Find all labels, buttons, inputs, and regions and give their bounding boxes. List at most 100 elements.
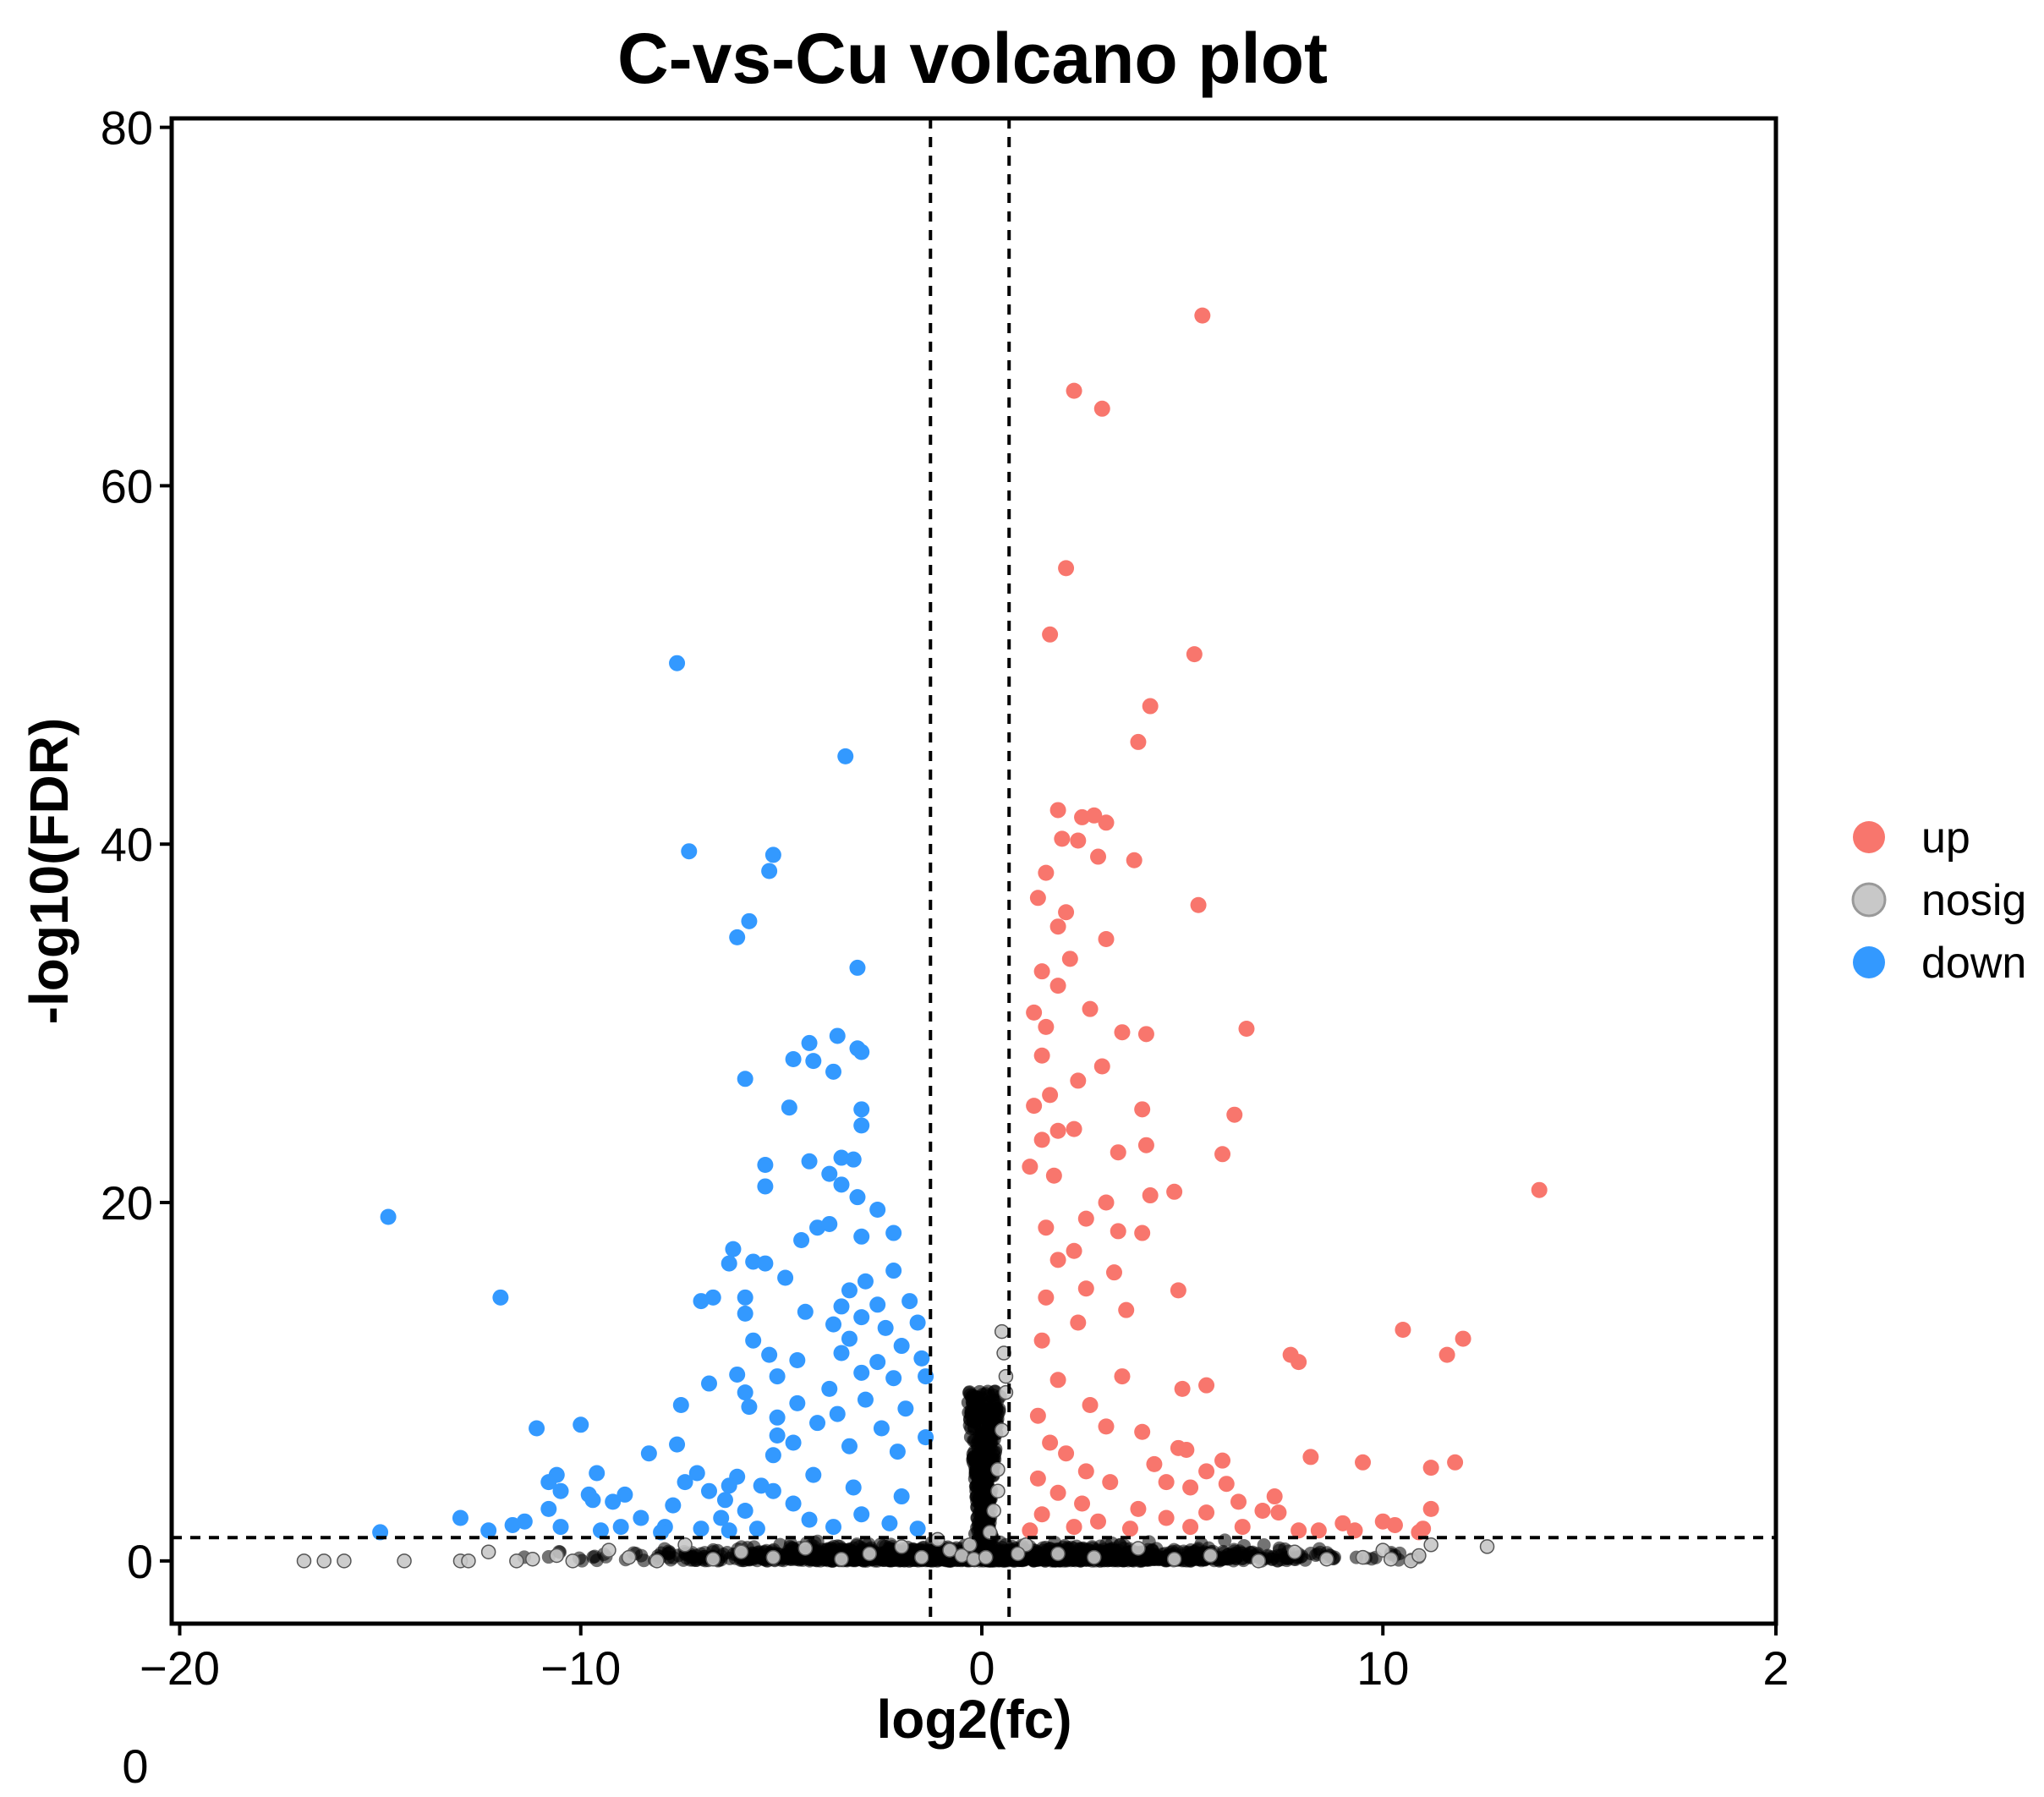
nosig-cloud-point	[1219, 1552, 1233, 1566]
point-down	[612, 1519, 629, 1536]
point-up	[1198, 1463, 1215, 1480]
point-up	[1270, 1504, 1287, 1521]
point-down	[809, 1415, 826, 1432]
point-up	[1186, 646, 1203, 663]
point-nosig	[480, 1544, 496, 1559]
point-up	[1310, 1522, 1327, 1539]
point-up	[1042, 1087, 1059, 1104]
point-up	[1158, 1474, 1175, 1491]
point-up	[1074, 1495, 1091, 1512]
nosig-cloud-point	[1257, 1538, 1271, 1553]
point-down	[825, 1316, 842, 1333]
point-up	[1066, 1242, 1082, 1259]
nosig-cloud-point	[821, 1549, 836, 1564]
point-down	[781, 1099, 797, 1116]
point-up	[1130, 733, 1147, 750]
point-down	[853, 1309, 870, 1326]
nosig-cloud-point	[751, 1550, 765, 1564]
point-up	[1066, 382, 1082, 399]
nosig-cloud-point	[884, 1537, 898, 1552]
point-down	[801, 1034, 818, 1051]
point-up	[1422, 1460, 1439, 1476]
point-down	[540, 1500, 557, 1517]
point-down	[584, 1492, 601, 1509]
nosig-cloud-point	[980, 1438, 995, 1452]
point-up	[1114, 1368, 1131, 1385]
point-down	[741, 912, 758, 929]
point-up	[1029, 1407, 1046, 1424]
point-down	[885, 1370, 902, 1387]
point-down	[857, 1391, 874, 1408]
point-nosig	[1287, 1544, 1302, 1559]
point-up	[1090, 848, 1107, 865]
point-down	[869, 1296, 886, 1313]
point-down	[737, 1305, 753, 1322]
point-up	[1098, 1418, 1115, 1435]
point-up	[1033, 1332, 1050, 1349]
point-up	[1170, 1282, 1186, 1299]
point-down	[769, 1409, 786, 1426]
point-down	[849, 1189, 866, 1206]
point-down	[841, 1282, 858, 1299]
point-nosig	[1166, 1551, 1182, 1567]
point-down	[729, 929, 746, 945]
point-up	[1038, 864, 1055, 881]
legend: up nosig down	[1851, 814, 2026, 988]
point-up	[1077, 1280, 1094, 1297]
point-down	[869, 1202, 886, 1218]
y-tick-label: 60	[101, 459, 153, 512]
nosig-cloud-point	[1033, 1551, 1047, 1565]
point-up	[1082, 1396, 1099, 1413]
point-down	[677, 1474, 693, 1491]
point-down	[552, 1482, 569, 1499]
point-down	[869, 1354, 886, 1371]
point-down	[889, 1444, 906, 1460]
point-nosig	[1355, 1549, 1371, 1565]
point-nosig	[1203, 1548, 1219, 1564]
point-up	[1198, 1377, 1215, 1394]
point-down	[873, 1420, 890, 1437]
point-down	[721, 1477, 737, 1494]
point-down	[821, 1165, 838, 1182]
point-down	[669, 655, 686, 671]
point-nosig	[986, 1503, 1001, 1519]
point-down	[893, 1488, 910, 1505]
point-down	[529, 1420, 545, 1437]
point-down	[769, 1427, 786, 1444]
point-up	[1033, 1131, 1050, 1148]
point-up	[1090, 1513, 1107, 1530]
point-up	[1045, 1167, 1062, 1184]
legend-swatch-down	[1853, 946, 1885, 978]
point-down	[761, 863, 778, 879]
point-up	[1049, 1122, 1066, 1139]
nosig-cloud-point	[934, 1552, 948, 1566]
point-up	[1137, 1137, 1154, 1153]
point-down	[640, 1445, 657, 1462]
point-down	[540, 1474, 557, 1491]
point-down	[853, 1228, 870, 1245]
point-up	[1422, 1500, 1439, 1517]
point-down	[688, 1465, 705, 1482]
point-down	[821, 1215, 838, 1232]
point-down	[757, 1157, 774, 1174]
point-up	[1070, 832, 1087, 849]
point-down	[745, 1332, 762, 1349]
point-up	[1214, 1146, 1231, 1163]
point-up	[1266, 1488, 1283, 1505]
point-down	[797, 1303, 814, 1320]
point-down	[853, 1101, 870, 1118]
point-down	[729, 1366, 746, 1383]
point-down	[669, 1436, 686, 1453]
point-nosig	[978, 1549, 994, 1565]
x-axis-title: log2(fc)	[876, 1689, 1071, 1750]
point-up	[1029, 890, 1046, 907]
point-up	[1198, 1504, 1215, 1521]
x-tick-label: −10	[540, 1641, 621, 1695]
point-up	[1182, 1519, 1199, 1536]
point-up	[1355, 1454, 1372, 1471]
point-down	[573, 1416, 589, 1433]
point-down	[504, 1516, 521, 1533]
point-nosig	[894, 1539, 909, 1554]
point-down	[761, 1346, 778, 1363]
point-up	[1386, 1516, 1403, 1533]
